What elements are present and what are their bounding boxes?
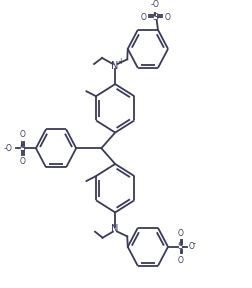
Text: O: O	[188, 242, 194, 251]
Text: S: S	[19, 144, 25, 153]
Text: O: O	[177, 229, 183, 238]
Text: O: O	[19, 157, 25, 166]
Text: O: O	[19, 130, 25, 139]
Text: O: O	[177, 256, 183, 265]
Text: S: S	[152, 13, 158, 22]
Text: -O: -O	[150, 0, 159, 9]
Text: N: N	[111, 61, 118, 71]
Text: -O: -O	[4, 144, 12, 153]
Text: O: O	[164, 13, 169, 22]
Text: +: +	[117, 57, 123, 66]
Text: O: O	[140, 13, 146, 22]
Text: N: N	[111, 224, 118, 234]
Text: S: S	[177, 242, 183, 251]
Text: -: -	[192, 240, 195, 249]
